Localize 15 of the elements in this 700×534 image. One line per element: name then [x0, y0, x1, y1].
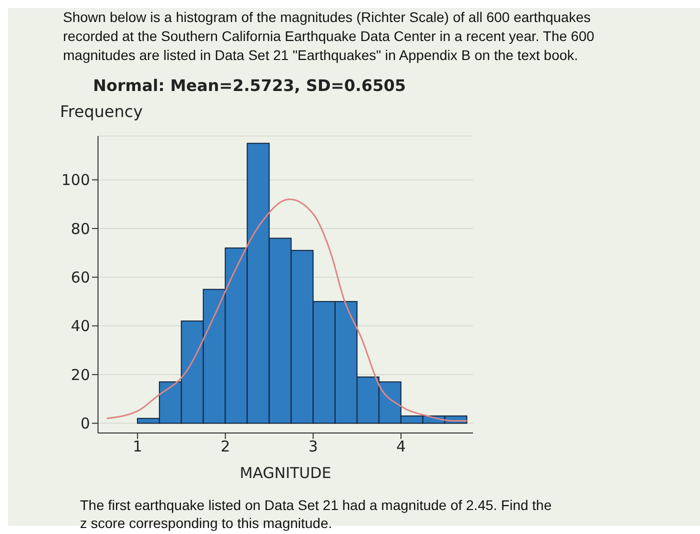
text: Shown below is a histogram of the magnitudes (Richter Scale) of all 600 earthquakes recorded at the Southern California Earthquake Data Center in a recent year. The 600 magnitudes are listed in Data Set 21 "Earthquakes" in Appendix B on the text book. [63, 8, 596, 65]
y-tick-label: 40 [70, 317, 90, 336]
text: The first earthquake listed on Data Set 21 had a magnitude of 2.45. Find the z score corresponding to this magnitude. [80, 496, 553, 532]
y-tick-label: 0 [80, 414, 90, 433]
y-tick-label: 100 [61, 171, 90, 190]
y-tick-label: 80 [70, 220, 90, 238]
y-tick-label: 60 [70, 268, 90, 287]
x-tick-label: 4 [396, 438, 406, 456]
y-axis-title: Frequency [60, 102, 143, 121]
y-tick-label: 20 [70, 366, 90, 384]
x-axis-title: MAGNITUDE [238, 464, 332, 482]
chart-title: Normal: Mean=2.5723, SD=0.6505 [93, 76, 406, 95]
x-tick-label: 2 [220, 438, 230, 456]
x-tick-label: 3 [308, 438, 318, 456]
x-tick-label: 1 [132, 438, 142, 456]
